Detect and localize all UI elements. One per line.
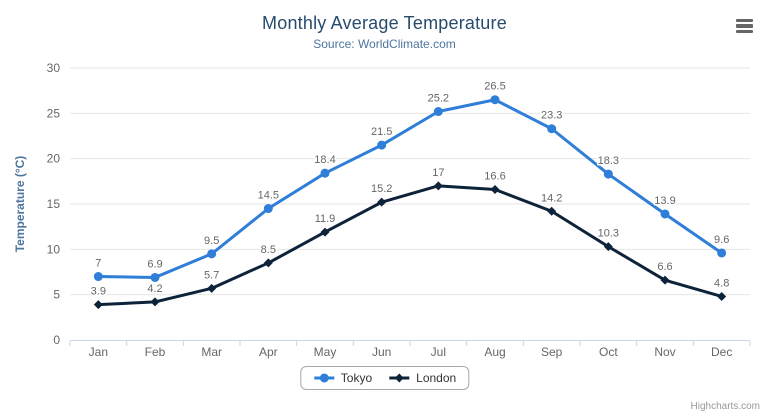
legend-marker-diamond-icon — [389, 373, 410, 383]
data-label-tokyo: 6.9 — [147, 258, 162, 270]
legend-label: Tokyo — [340, 371, 373, 385]
x-axis-label: Apr — [259, 345, 278, 359]
y-axis-label: 20 — [47, 152, 61, 166]
data-point-london[interactable] — [207, 283, 217, 293]
chart-title: Monthly Average Temperature — [262, 13, 507, 33]
data-label-london: 4.8 — [714, 277, 729, 289]
y-axis-label: 10 — [47, 242, 61, 256]
x-axis-label: Mar — [201, 345, 222, 359]
data-label-london: 3.9 — [91, 286, 106, 298]
data-point-tokyo[interactable] — [377, 140, 387, 150]
data-point-tokyo[interactable] — [490, 95, 500, 105]
data-point-tokyo[interactable] — [660, 209, 670, 219]
export-menu-button[interactable] — [732, 14, 758, 38]
hamburger-icon — [736, 18, 753, 23]
data-point-london[interactable] — [377, 197, 387, 207]
x-axis-label: Jul — [431, 345, 446, 359]
data-label-tokyo: 21.5 — [371, 126, 392, 138]
data-label-tokyo: 26.5 — [484, 81, 505, 93]
x-axis-label: Aug — [484, 345, 505, 359]
legend-marker-circle-icon — [313, 373, 334, 383]
data-point-tokyo[interactable] — [320, 168, 330, 178]
data-point-london[interactable] — [263, 258, 273, 268]
data-label-london: 15.2 — [371, 183, 392, 195]
data-point-tokyo[interactable] — [93, 272, 103, 282]
legend-label: London — [416, 371, 457, 385]
data-label-london: 11.9 — [315, 213, 336, 225]
data-point-london[interactable] — [150, 297, 160, 307]
data-label-london: 4.2 — [147, 283, 162, 295]
series-line-london — [96, 184, 724, 307]
data-label-tokyo: 7 — [95, 258, 101, 270]
x-axis-label: Jan — [89, 345, 108, 359]
y-axis-label: 5 — [53, 288, 60, 302]
data-label-london: 17 — [432, 167, 444, 179]
data-point-tokyo[interactable] — [263, 204, 273, 214]
data-point-tokyo[interactable] — [207, 249, 217, 259]
credits-link[interactable]: Highcharts.com — [690, 401, 760, 412]
y-axis-label: 0 — [53, 333, 60, 347]
y-axis-label: 25 — [47, 106, 61, 120]
data-label-london: 14.2 — [541, 192, 562, 204]
data-point-london[interactable] — [717, 291, 727, 301]
y-axis-label: 30 — [47, 61, 61, 75]
hamburger-icon — [736, 24, 753, 28]
y-axis-label: 15 — [47, 197, 61, 211]
x-axis-label: May — [314, 345, 337, 359]
data-label-tokyo: 9.5 — [204, 235, 219, 247]
chart-subtitle: Source: WorldClimate.com — [313, 37, 456, 51]
data-label-tokyo: 14.5 — [258, 190, 279, 202]
data-label-tokyo: 25.2 — [428, 93, 449, 105]
data-point-london[interactable] — [320, 227, 330, 237]
legend-item-tokyo[interactable]: Tokyo — [313, 371, 372, 385]
y-axis-title: Temperature (°C) — [13, 156, 27, 253]
data-label-london: 10.3 — [598, 228, 619, 240]
x-axis-label: Oct — [599, 345, 618, 359]
x-axis-label: Jun — [372, 345, 391, 359]
data-point-tokyo[interactable] — [433, 107, 443, 117]
data-label-tokyo: 23.3 — [541, 110, 562, 122]
data-point-tokyo[interactable] — [603, 169, 613, 179]
x-axis-label: Sep — [541, 345, 563, 359]
data-label-tokyo: 13.9 — [654, 195, 675, 207]
legend: Tokyo London — [299, 366, 470, 390]
data-label-london: 16.6 — [484, 170, 505, 182]
data-label-tokyo: 9.6 — [714, 234, 729, 246]
hamburger-icon — [736, 29, 753, 34]
x-axis-label: Dec — [711, 345, 732, 359]
x-axis-label: Nov — [654, 345, 675, 359]
legend-item-london[interactable]: London — [388, 371, 456, 385]
x-axis-label: Feb — [145, 345, 166, 359]
data-point-tokyo[interactable] — [717, 248, 727, 258]
data-point-london[interactable] — [660, 275, 670, 285]
data-point-london[interactable] — [93, 300, 103, 310]
data-point-london[interactable] — [490, 184, 500, 194]
data-point-london[interactable] — [433, 181, 443, 191]
data-point-tokyo[interactable] — [547, 124, 557, 134]
data-label-london: 5.7 — [204, 269, 219, 281]
data-point-london[interactable] — [547, 206, 557, 216]
data-point-london[interactable] — [603, 242, 613, 252]
data-point-tokyo[interactable] — [150, 272, 160, 282]
data-label-london: 8.5 — [261, 244, 276, 256]
data-label-tokyo: 18.3 — [598, 155, 619, 167]
data-label-tokyo: 18.4 — [314, 154, 335, 166]
data-label-london: 6.6 — [657, 261, 672, 273]
series-line-tokyo — [96, 98, 724, 279]
